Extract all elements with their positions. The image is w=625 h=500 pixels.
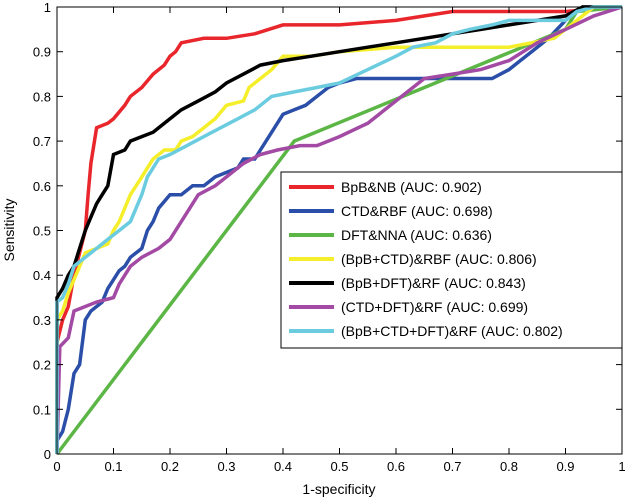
- legend: BpB&NB (AUC: 0.902) CTD&RBF (AUC: 0.698) D…: [280, 171, 623, 349]
- x-tick-label: 0.4: [274, 459, 292, 474]
- legend-label: DFT&NNA (AUC: 0.636): [341, 227, 492, 243]
- x-tick-label: 0: [53, 459, 60, 474]
- series-line-ctd-dft-rf: [55, 5, 623, 455]
- series-line-ctd-rbf: [55, 5, 622, 454]
- x-tick-label: 0.5: [330, 459, 348, 474]
- legend-label: CTD&RBF (AUC: 0.698): [341, 203, 493, 219]
- y-tick-label: 0: [44, 447, 51, 462]
- x-tick-label: 0.2: [161, 459, 179, 474]
- y-tick-label: 0.9: [33, 45, 51, 60]
- x-tick-label: 0.9: [556, 459, 574, 474]
- y-axis-title: Sensitivity: [1, 198, 17, 261]
- y-tick-label: 0.4: [33, 268, 51, 283]
- y-tick-label: 0.8: [33, 89, 51, 104]
- x-tick-label: 0.8: [500, 459, 518, 474]
- legend-label: (CTD+DFT)&RF (AUC: 0.699): [341, 299, 528, 315]
- y-tick-label: 0.2: [33, 358, 51, 373]
- x-axis-title: 1-specificity: [302, 481, 375, 497]
- legend-items: BpB&NB (AUC: 0.902) CTD&RBF (AUC: 0.698) D…: [289, 179, 563, 339]
- x-tick-label: 1: [618, 459, 625, 474]
- legend-label: (BpB+DFT)&RF (AUC: 0.843): [341, 275, 526, 291]
- series-line-bpb-ctd-dft-rf: [55, 5, 622, 454]
- x-tick-label: 0.3: [217, 459, 235, 474]
- legend-box: [280, 171, 623, 349]
- y-tick-label: 0.6: [33, 179, 51, 194]
- y-tick-label: 0.7: [33, 134, 51, 149]
- series-line-bpb-ctd-rbf: [55, 5, 622, 454]
- y-tick-label: 0.3: [33, 313, 51, 328]
- ticks-layer: 0 0.1 0.2 0.3 0.4 0.5 0.6 0.7 0.8 0.9 1 0 0.1 0.2 0.3 0…: [33, 0, 625, 474]
- y-tick-label: 0.5: [33, 224, 51, 239]
- y-tick-label: 1: [44, 0, 51, 15]
- x-tick-label: 0.1: [104, 459, 122, 474]
- legend-label: BpB&NB (AUC: 0.902): [341, 179, 482, 195]
- x-tick-label: 0.6: [387, 459, 405, 474]
- x-tick-label: 0.7: [443, 459, 461, 474]
- legend-label: (BpB+CTD+DFT)&RF (AUC: 0.802): [341, 323, 563, 339]
- y-tick-label: 0.1: [33, 402, 51, 417]
- series-layer: [55, 5, 623, 456]
- legend-label: (BpB+CTD)&RBF (AUC: 0.806): [341, 251, 537, 267]
